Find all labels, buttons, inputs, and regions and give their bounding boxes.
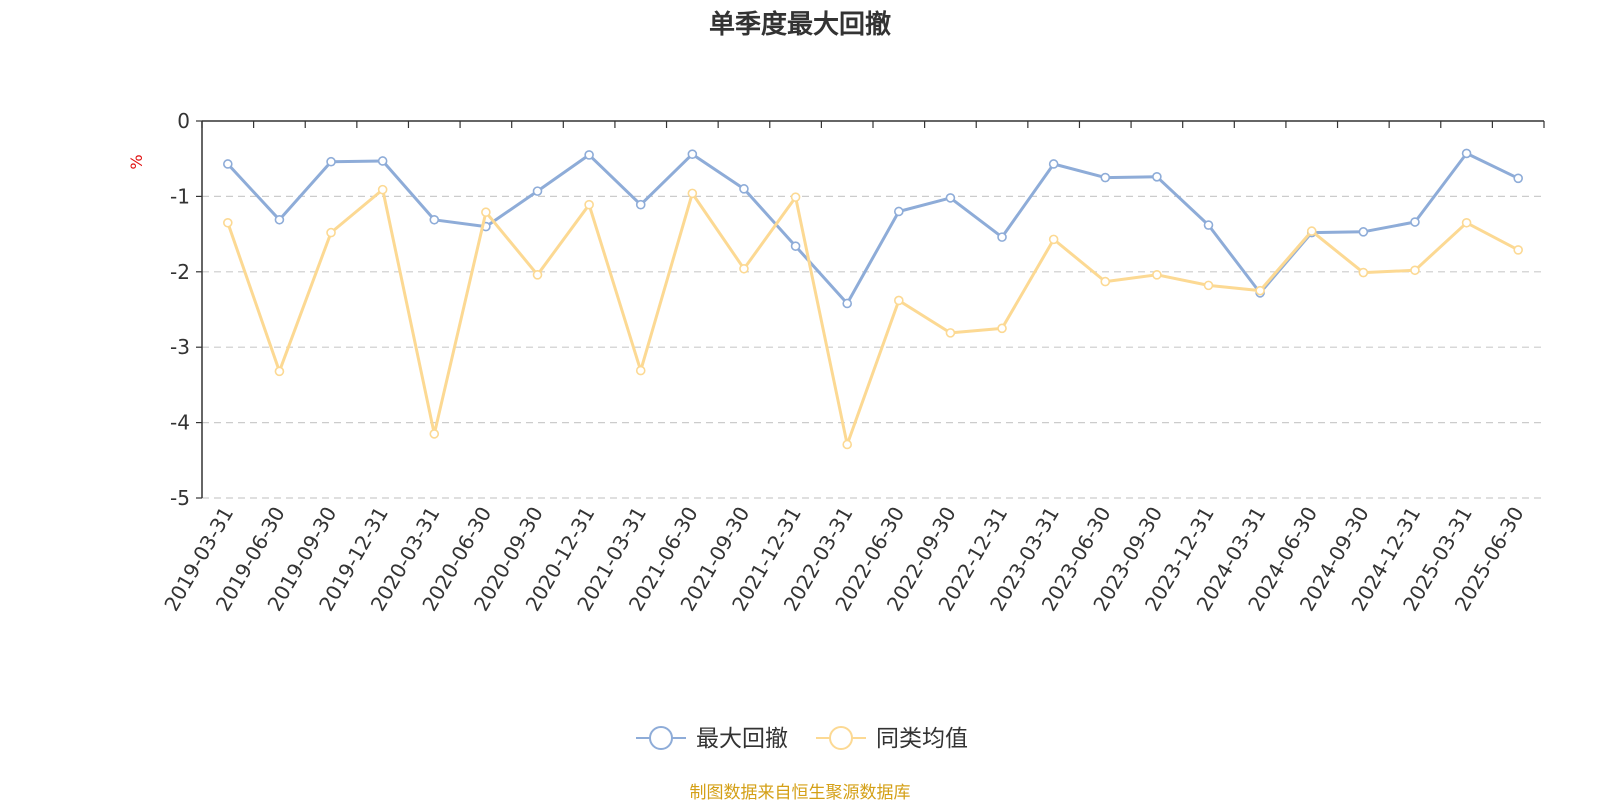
data-point xyxy=(223,159,233,169)
data-point xyxy=(1100,172,1111,183)
series-lines xyxy=(223,148,1523,450)
data-point xyxy=(1410,265,1420,276)
data-point xyxy=(377,156,388,166)
data-point xyxy=(274,214,285,225)
y-tick-label: 0 xyxy=(177,109,190,133)
y-tick-label: -4 xyxy=(170,411,190,435)
data-point xyxy=(997,232,1007,242)
data-point xyxy=(1358,227,1369,237)
data-point xyxy=(1152,270,1162,280)
data-point xyxy=(1255,285,1265,296)
legend-item-1[interactable]: 最大回撤 xyxy=(636,726,788,752)
data-point xyxy=(1152,171,1162,182)
chart-title: 单季度最大回撤 xyxy=(708,10,891,40)
grid-lines xyxy=(202,195,1544,499)
data-point xyxy=(790,192,801,202)
data-point xyxy=(532,270,543,280)
data-point xyxy=(635,365,646,376)
data-point xyxy=(1048,234,1059,245)
data-point xyxy=(687,188,698,199)
data-point xyxy=(842,298,852,309)
data-point xyxy=(842,439,852,450)
data-point xyxy=(687,149,698,159)
data-point xyxy=(945,328,956,338)
data-point xyxy=(429,214,440,225)
data-point xyxy=(584,150,594,160)
data-point xyxy=(1100,276,1111,287)
data-point xyxy=(377,184,388,195)
data-point xyxy=(1513,173,1523,184)
y-tick-label: -3 xyxy=(170,335,190,359)
data-point xyxy=(326,156,336,167)
data-point xyxy=(1513,245,1523,255)
data-point xyxy=(1461,148,1472,159)
legend-label: 同类均值 xyxy=(876,726,968,752)
series-line-1 xyxy=(226,151,1519,305)
series-line-2 xyxy=(226,188,1519,446)
data-point xyxy=(1306,226,1317,236)
data-point xyxy=(326,227,336,238)
data-point xyxy=(790,241,801,251)
data-point xyxy=(1358,267,1369,278)
data-point xyxy=(945,193,956,203)
legend[interactable]: 最大回撤 同类均值 xyxy=(636,726,968,752)
axes: 0-1-2-3-4-52019-03-312019-06-302019-09-3… xyxy=(159,109,1545,615)
data-point xyxy=(532,186,543,196)
y-tick-label: -1 xyxy=(170,184,190,208)
y-tick-label: -2 xyxy=(170,260,190,284)
y-tick-label: -5 xyxy=(170,486,190,510)
data-point xyxy=(894,206,904,217)
data-point xyxy=(1048,159,1059,169)
data-point xyxy=(274,366,285,377)
data-point xyxy=(1461,217,1472,228)
legend-swatch-marker xyxy=(649,726,673,750)
source-note: 制图数据来自恒生聚源数据库 xyxy=(689,783,911,803)
data-point xyxy=(894,295,904,306)
data-point xyxy=(429,429,440,439)
data-point xyxy=(223,217,233,228)
data-point xyxy=(481,207,491,218)
data-point xyxy=(739,184,749,194)
legend-item-2[interactable]: 同类均值 xyxy=(816,726,968,752)
data-point xyxy=(584,199,594,210)
legend-label: 最大回撤 xyxy=(696,726,788,752)
legend-swatch-marker xyxy=(829,726,853,750)
data-point xyxy=(1410,217,1420,227)
data-point xyxy=(1203,220,1214,230)
data-point xyxy=(997,323,1007,334)
y-axis-unit: % xyxy=(127,154,146,169)
data-point xyxy=(635,199,646,210)
data-point xyxy=(739,263,749,274)
data-point xyxy=(1203,280,1214,291)
